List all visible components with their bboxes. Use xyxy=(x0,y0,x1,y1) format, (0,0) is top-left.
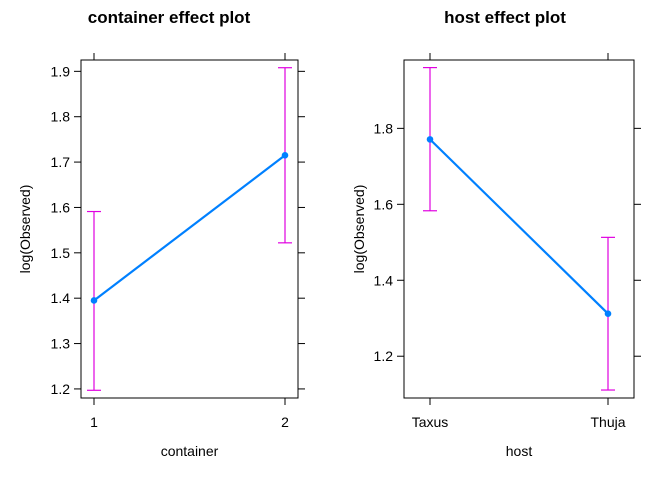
plot-frame xyxy=(403,59,635,399)
data-point xyxy=(90,297,98,304)
x-tick-label: 2 xyxy=(281,414,289,430)
data-point xyxy=(281,151,289,159)
effect-line xyxy=(93,154,286,302)
y-tick-label: 1.2 xyxy=(51,381,71,397)
x-tick-label: 1 xyxy=(90,414,98,430)
x-tick-label: Taxus xyxy=(412,414,449,430)
x-tick-label: Thuja xyxy=(590,414,625,430)
y-tick-label: 1.3 xyxy=(51,336,71,352)
panel-1: container effect plot 1.2 1.3 1.4 1.5 1.6 1.7 1… xyxy=(17,8,305,459)
x-axis-label: container xyxy=(161,443,219,459)
x-axis-label: host xyxy=(506,443,533,459)
y-tick-label: 1.5 xyxy=(51,245,71,261)
effect-line xyxy=(429,138,609,315)
plot-frame xyxy=(80,59,299,399)
y-tick-label: 1.6 xyxy=(374,196,394,212)
y-tick-label: 1.6 xyxy=(51,199,71,215)
y-tick-label: 1.4 xyxy=(374,272,394,288)
y-axis-label: log(Observed) xyxy=(17,185,33,274)
y-tick-label: 1.8 xyxy=(51,109,71,125)
y-tick-label: 1.9 xyxy=(51,63,71,79)
data-point xyxy=(426,136,434,143)
y-axis-label: log(Observed) xyxy=(351,185,367,274)
chart-title: container effect plot xyxy=(88,8,251,27)
data-point xyxy=(604,310,612,317)
y-tick-label: 1.8 xyxy=(374,120,394,136)
chart-title: host effect plot xyxy=(444,8,566,27)
y-tick-label: 1.7 xyxy=(51,154,71,170)
panel-2: host effect plot 1.2 1.4 1.6 1.8 Taxus Thuja ho… xyxy=(351,8,641,459)
y-tick-label: 1.4 xyxy=(51,290,71,306)
y-tick-label: 1.2 xyxy=(374,348,394,364)
